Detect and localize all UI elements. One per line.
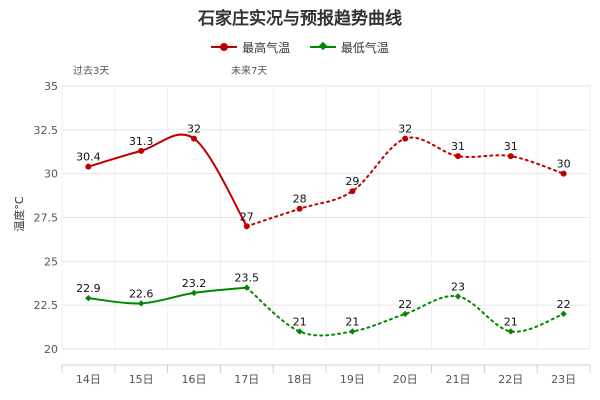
- data-label: 28: [293, 193, 307, 206]
- data-label: 22.9: [76, 282, 101, 295]
- legend-swatch-low: [309, 41, 336, 51]
- data-point[interactable]: [454, 293, 462, 300]
- data-point[interactable]: [507, 328, 514, 335]
- y-tick-label: 20: [44, 343, 58, 356]
- x-tick-label: 17日: [234, 373, 259, 386]
- data-label: 27: [240, 210, 254, 223]
- grid: [61, 85, 591, 350]
- y-tick-label: 27.5: [34, 212, 59, 225]
- data-label: 31: [504, 140, 518, 153]
- data-point[interactable]: [455, 153, 461, 160]
- data-label: 30.4: [76, 151, 101, 164]
- data-point[interactable]: [243, 223, 250, 230]
- data-label: 21: [345, 315, 359, 328]
- axes: 20 22.5 25 27.5 30 32.5 35 14日 15日 16日 17日 18日 19日 20…: [34, 80, 591, 386]
- series-line-observed-1: [88, 286, 247, 305]
- data-point[interactable]: [85, 294, 92, 302]
- data-point[interactable]: [85, 163, 92, 170]
- data-label: 31: [451, 140, 465, 153]
- legend-item-high[interactable]: 最高气温: [211, 39, 290, 56]
- period-label-future: 未来7天: [231, 65, 267, 77]
- data-point[interactable]: [402, 310, 409, 318]
- legend-item-low[interactable]: 最低气温: [309, 39, 389, 56]
- data-label: 31.3: [129, 135, 154, 148]
- chart-title: 石家庄实况与预报趋势曲线: [198, 9, 402, 29]
- data-label: 21: [293, 315, 307, 328]
- data-point[interactable]: [349, 328, 356, 335]
- y-tick-label: 30: [44, 168, 58, 181]
- series-layer: [85, 133, 567, 337]
- y-tick-label: 22.5: [34, 299, 59, 312]
- data-label: 23.2: [182, 277, 207, 290]
- data-label: 23: [451, 280, 465, 293]
- data-point[interactable]: [243, 284, 250, 291]
- data-point[interactable]: [190, 289, 198, 297]
- data-point[interactable]: [560, 170, 567, 177]
- period-label-past: 过去3天: [73, 64, 109, 77]
- x-tick-label: 18日: [287, 373, 312, 386]
- legend-label-low: 最低气温: [340, 40, 389, 55]
- data-point[interactable]: [560, 310, 567, 318]
- data-label: 32: [187, 123, 201, 136]
- data-point[interactable]: [402, 135, 409, 142]
- data-label: 32: [398, 123, 412, 136]
- data-point[interactable]: [138, 147, 145, 154]
- legend-swatch-high: [211, 43, 238, 51]
- series-line-observed-0: [88, 133, 248, 227]
- data-label: 23.5: [235, 272, 260, 285]
- data-label: 22.6: [129, 287, 154, 300]
- y-axis-label: 温度°C: [12, 196, 26, 231]
- data-label: 21: [504, 315, 518, 328]
- x-tick-label: 19日: [340, 373, 365, 386]
- data-point[interactable]: [296, 328, 303, 335]
- x-tick-label: 22日: [498, 373, 523, 386]
- y-tick-label: 32.5: [34, 124, 59, 137]
- data-point[interactable]: [507, 153, 514, 160]
- data-label: 29: [345, 175, 359, 188]
- x-tick-label: 14日: [76, 373, 101, 386]
- data-labels: 30.4 31.3 32 27 28 29 32 31 31 30 22.9 22.6 23.2 23.5…: [76, 123, 570, 329]
- data-point[interactable]: [138, 300, 145, 307]
- data-label: 22: [557, 298, 571, 311]
- x-tick-label: 21日: [446, 373, 471, 386]
- y-tick-label: 35: [44, 80, 58, 93]
- y-tick-label: 25: [44, 255, 58, 268]
- x-tick-label: 23日: [551, 373, 576, 386]
- legend: 最高气温 最低气温: [0, 37, 600, 56]
- data-label: 30: [557, 158, 571, 171]
- x-tick-label: 15日: [129, 373, 154, 386]
- data-label: 22: [398, 298, 412, 311]
- x-tick-label: 16日: [182, 373, 207, 386]
- data-point[interactable]: [191, 135, 197, 142]
- data-point[interactable]: [296, 205, 303, 212]
- legend-label-high: 最高气温: [242, 40, 291, 55]
- data-point[interactable]: [349, 188, 356, 195]
- x-tick-label: 20日: [393, 373, 418, 386]
